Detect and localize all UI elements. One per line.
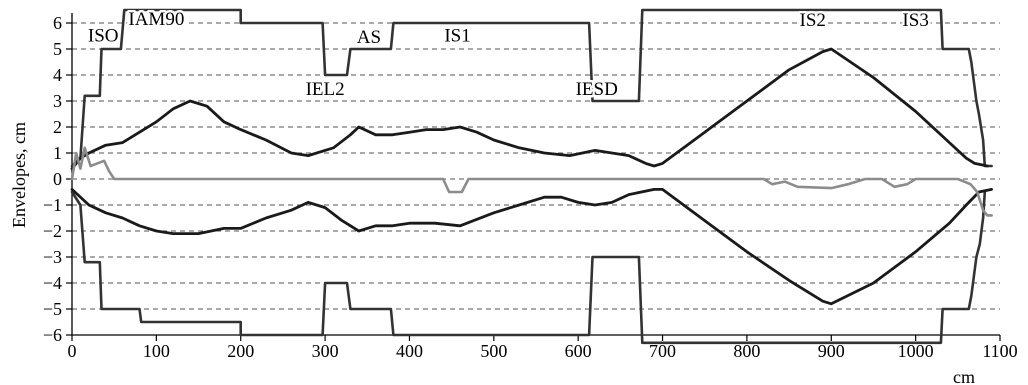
y-tick-label: −6 bbox=[43, 325, 62, 345]
annotations: ISO IAM90 IEL2 AS IS1 IESD IS2 IS3 bbox=[85, 6, 931, 102]
x-tick-label: 1000 bbox=[898, 341, 934, 361]
x-tick-label: 800 bbox=[733, 341, 760, 361]
annotation-as: AS bbox=[357, 27, 381, 48]
y-tick-label: −2 bbox=[43, 221, 62, 241]
y-axis-label: Envelopes, cm bbox=[9, 122, 29, 228]
y-tick-label: 3 bbox=[53, 91, 62, 111]
series-envelope-upper bbox=[70, 47, 989, 171]
annotation-is3: IS3 bbox=[902, 10, 928, 31]
annotation-iesd: IESD bbox=[576, 79, 618, 100]
series-dispersion bbox=[70, 146, 993, 217]
x-tick-label: 600 bbox=[565, 341, 592, 361]
y-tick-label: 5 bbox=[53, 39, 62, 59]
annotation-is2: IS2 bbox=[800, 10, 826, 31]
y-tick-label: 4 bbox=[53, 65, 62, 85]
y-tick-label: 6 bbox=[53, 13, 62, 33]
x-tick-label: 300 bbox=[312, 341, 339, 361]
y-tick-label: 2 bbox=[53, 117, 62, 137]
y-tick-label: −1 bbox=[43, 195, 62, 215]
annotation-is1: IS1 bbox=[444, 26, 470, 47]
annotation-iel2: IEL2 bbox=[306, 79, 345, 100]
series-aperture-lower bbox=[70, 190, 987, 345]
y-tick-label: −5 bbox=[43, 299, 62, 319]
x-tick-label: 100 bbox=[143, 341, 170, 361]
y-tick-label: 0 bbox=[53, 169, 62, 189]
x-tick-label: 400 bbox=[396, 341, 423, 361]
y-tick-label: 1 bbox=[53, 143, 62, 163]
x-tick-label: 200 bbox=[227, 341, 254, 361]
x-tick-label: 500 bbox=[480, 341, 507, 361]
series-aperture-upper bbox=[70, 8, 993, 168]
y-tick-label: −3 bbox=[43, 247, 62, 267]
x-tick-label: 700 bbox=[649, 341, 676, 361]
annotation-iso: ISO bbox=[88, 26, 119, 47]
x-tick-label: 0 bbox=[68, 341, 77, 361]
series-lines bbox=[70, 8, 993, 345]
y-tick-label: −4 bbox=[43, 273, 62, 293]
x-axis-label: cm bbox=[953, 367, 975, 385]
series-envelope-lower bbox=[70, 187, 993, 306]
x-tick-label: 900 bbox=[818, 341, 845, 361]
x-tick-label: 1100 bbox=[982, 341, 1017, 361]
annotation-iam90: IAM90 bbox=[128, 9, 184, 30]
